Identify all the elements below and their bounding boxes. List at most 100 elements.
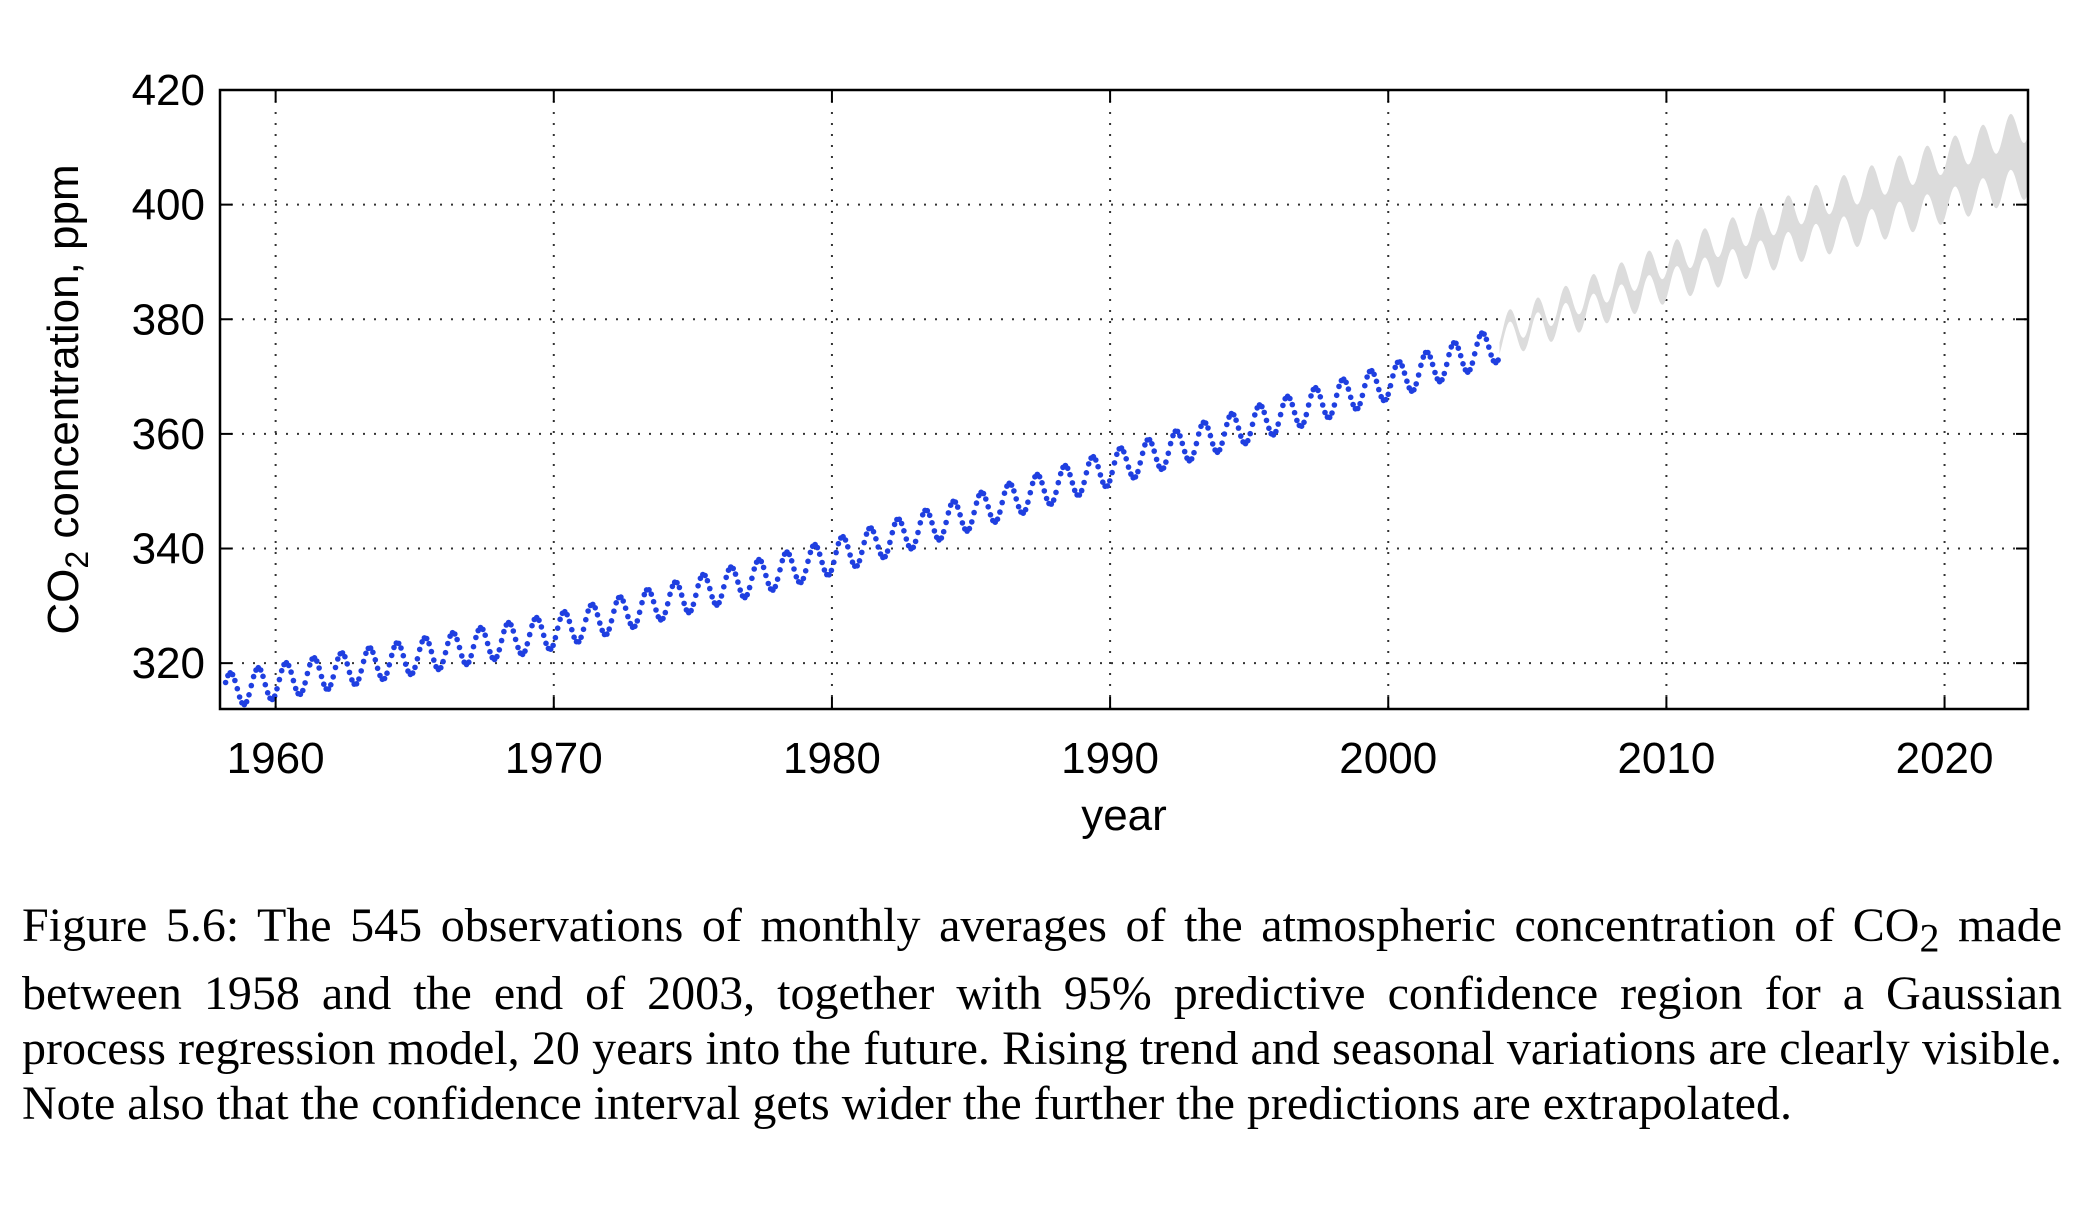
observation-point [901,528,907,534]
observation-point [1053,489,1059,496]
observation-point [954,504,961,510]
observation-point [1415,372,1422,378]
observation-point [983,496,989,502]
observation-point [557,616,563,623]
observation-point [1132,474,1139,480]
observation-point [870,528,877,535]
observation-point [232,677,238,684]
observation-point [611,608,617,614]
observation-point [470,643,477,650]
observation-point [863,531,870,537]
observation-point [381,675,388,682]
observation-point [1022,506,1029,513]
observation-point [508,622,514,628]
observation-point [1305,402,1312,408]
observation-point [480,626,486,633]
observation-point [966,525,973,532]
observation-point [423,635,430,642]
observation-point [594,612,601,618]
observation-point [1385,391,1391,398]
observation-point [1025,499,1031,506]
observation-point [980,490,987,497]
observation-point [335,656,341,662]
plot-frame [218,88,2030,711]
observation-point [606,626,612,632]
observation-point [788,558,795,564]
observation-point [1121,449,1127,455]
observation-point [1347,394,1354,401]
observation-point [278,667,285,674]
observation-point [1359,392,1366,399]
observation-point [1149,441,1155,447]
observation-point [1413,381,1419,387]
observation-point [550,642,556,649]
observation-point [660,615,666,622]
observation-point [473,634,479,641]
observation-point [1383,396,1389,403]
observation-point [1114,451,1120,458]
observation-point [898,520,905,527]
observation-point [861,539,867,546]
x-tick-label: 1960 [227,734,325,783]
observation-point [709,594,715,600]
observation-point [236,694,243,700]
observation-point [1153,456,1160,463]
observation-point [1193,440,1200,447]
observation-point [526,631,533,638]
observation-point [959,520,966,526]
observation-point [1057,470,1064,477]
observation-point [1322,409,1328,416]
figure-label: Figure 5.6: [22,899,240,952]
observation-point [828,567,835,574]
observation-point [765,580,772,587]
observation-point [1151,448,1157,454]
observation-point [426,640,432,647]
observation-point [667,591,673,598]
observation-point [1443,361,1450,368]
observation-point [1411,387,1417,393]
observation-point [1336,383,1342,390]
observation-point [566,618,573,625]
observation-point [1471,351,1478,357]
observation-point [398,645,404,651]
observation-point [816,551,823,557]
observation-point [1343,379,1349,386]
observation-point [1432,369,1438,376]
observation-point [999,499,1005,506]
x-tick-label: 2010 [1617,734,1715,783]
observation-point [1041,488,1048,494]
observation-point [1331,402,1338,408]
observation-point [915,529,921,536]
observation-point [1013,496,1019,502]
observation-point [845,544,851,550]
observation-point [889,529,896,536]
observation-point [693,592,699,599]
observation-point [758,558,765,565]
observation-point [292,685,299,692]
observation-point [1273,428,1279,435]
observation-point [847,552,853,558]
observation-point [639,599,645,606]
observation-point [1111,460,1118,466]
observation-point [875,544,881,550]
observation-point [896,516,903,523]
y-tick-label: 320 [132,639,205,688]
observation-point [264,690,271,696]
observation-point [1238,433,1244,439]
observation-point [1139,450,1146,457]
observation-point [737,587,743,593]
observation-point [695,583,701,589]
observation-point [1205,425,1211,431]
observation-point [540,632,547,639]
observation-point [290,677,297,684]
observation-point [1170,432,1176,439]
observation-point [718,593,725,599]
observation-point [646,587,652,593]
y-axis-label: CO2 concentration, ppm [39,164,95,634]
observation-point [1392,364,1398,371]
observation-point [1350,401,1356,408]
y-tick-label: 380 [132,295,205,344]
observation-point [669,583,676,590]
observation-point [543,640,549,647]
observation-point [608,618,615,624]
